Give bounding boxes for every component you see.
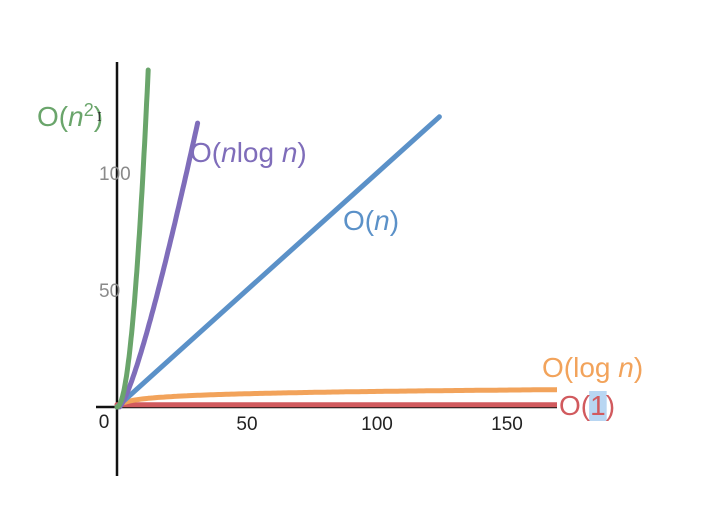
- superscript: 2: [84, 100, 94, 120]
- series-label-text: O(1): [559, 390, 615, 421]
- y-tick-label: 100: [99, 164, 131, 185]
- series-label-text: O(nlog n): [190, 137, 307, 168]
- series-label-logn: O(log n): [542, 352, 643, 383]
- series-label-n: O(n): [343, 205, 399, 236]
- text-cursor-icon: I: [97, 110, 102, 124]
- label-part: n: [374, 205, 390, 236]
- origin-label: 0: [99, 412, 110, 433]
- label-part: ): [297, 137, 306, 168]
- series-label-nlogn: O(nlog n): [190, 137, 307, 168]
- label-part: n: [282, 137, 298, 168]
- series-label-n2: O(n2): [37, 100, 103, 132]
- label-part: n: [68, 101, 84, 132]
- series-line-n2: [114, 67, 151, 410]
- x-tick-label: 100: [361, 414, 393, 435]
- label-part: n: [221, 137, 237, 168]
- series-label-text: O(log n): [542, 352, 643, 383]
- series-line-logn: [114, 387, 557, 410]
- series-label-text: O(n2): [37, 100, 103, 132]
- y-tick-label: 50: [99, 281, 120, 302]
- label-part: ): [606, 390, 615, 421]
- text-selection-highlight: [589, 391, 607, 421]
- label-part: 1: [590, 390, 606, 421]
- label-part: n: [618, 352, 634, 383]
- series-line-nlogn: [114, 120, 201, 410]
- series-lines: [114, 67, 557, 410]
- series-line-n: [114, 114, 442, 410]
- label-part: ): [390, 205, 399, 236]
- label-part: O(log: [542, 352, 618, 383]
- label-part: O(: [343, 205, 375, 236]
- label-part: O(: [190, 137, 222, 168]
- x-tick-label: 150: [491, 414, 523, 435]
- series-label-one: O(1): [559, 390, 615, 421]
- label-part: O(: [37, 101, 69, 132]
- label-part: log: [237, 137, 282, 168]
- series-label-text: O(n): [343, 205, 399, 236]
- label-part: ): [94, 101, 103, 132]
- x-tick-label: 50: [236, 414, 257, 435]
- label-part: O(: [559, 390, 591, 421]
- label-part: ): [634, 352, 643, 383]
